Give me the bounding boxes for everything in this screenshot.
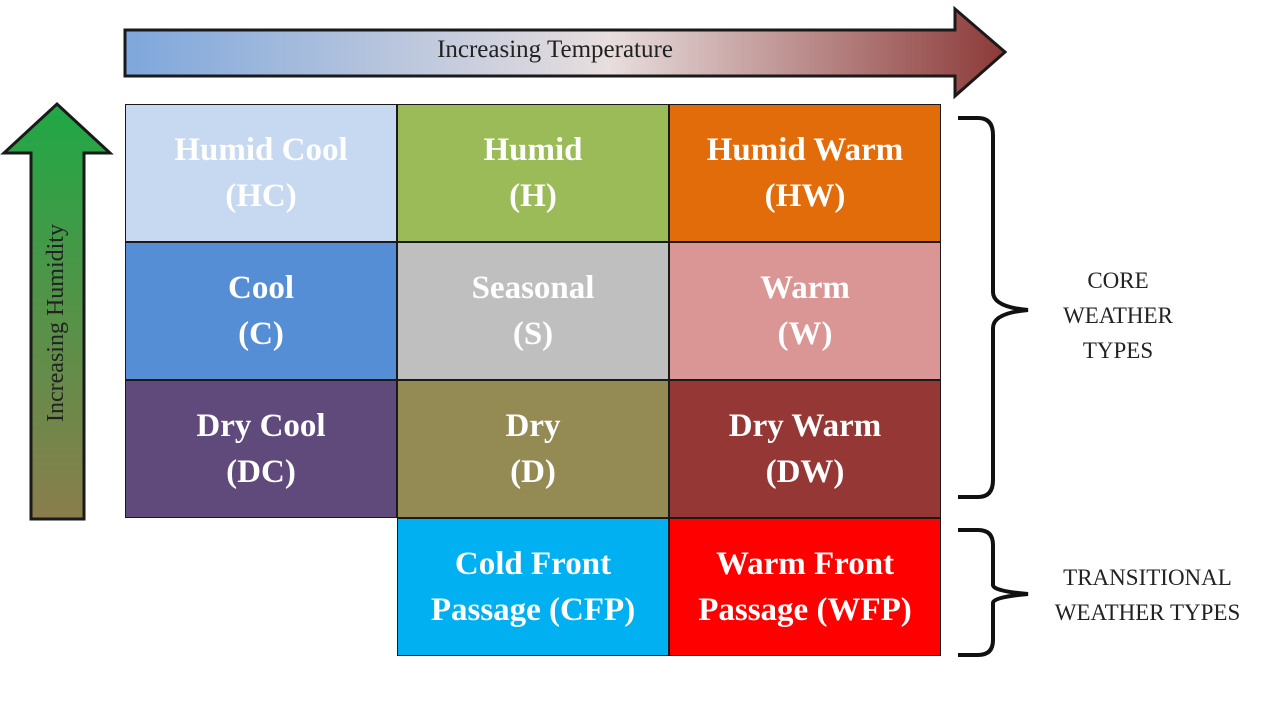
cell-code: (C): [238, 316, 284, 352]
cell-warm: Warm (W): [669, 242, 941, 380]
cell-name: Cold Front: [454, 546, 612, 582]
cell-warm-front-passage: Warm Front Passage (WFP): [669, 518, 941, 656]
cell-seasonal: Seasonal (S): [397, 242, 669, 380]
cell-name: Humid Cool: [174, 132, 348, 168]
cell-humid: Humid (H): [397, 104, 669, 242]
cell-cold-front-passage: Cold Front Passage (CFP): [397, 518, 669, 656]
cell-humid-cool: Humid Cool (HC): [125, 104, 397, 242]
core-label-line1: CORE: [1087, 268, 1149, 293]
cell-name: Dry Warm: [728, 408, 882, 444]
cell-code: (DW): [765, 454, 845, 490]
core-label-line3: TYPES: [1082, 338, 1154, 363]
core-bracket: [958, 116, 1029, 499]
cell-name: Dry Cool: [196, 408, 326, 444]
cell-code: (D): [510, 454, 556, 490]
cell-name: Dry: [505, 408, 561, 444]
cell-code: (HC): [225, 178, 297, 214]
temperature-axis-label: Increasing Temperature: [437, 36, 673, 63]
transitional-bracket: [958, 528, 1029, 657]
transitional-label-line2: WEATHER TYPES: [1054, 600, 1241, 625]
cell-code: (H): [509, 178, 557, 214]
transitional-weather-types-label: TRANSITIONAL WEATHER TYPES: [1025, 560, 1270, 630]
cell-code: (HW): [764, 178, 846, 214]
cell-code: (W): [777, 316, 833, 352]
cell-dry-cool: Dry Cool (DC): [125, 380, 397, 518]
core-weather-types-label: CORE WEATHER TYPES: [1043, 263, 1193, 368]
cell-cool: Cool (C): [125, 242, 397, 380]
humidity-arrow: [0, 101, 114, 521]
cell-code: Passage (CFP): [430, 592, 636, 628]
transitional-label-line1: TRANSITIONAL: [1063, 565, 1232, 590]
cell-code: Passage (WFP): [698, 592, 912, 628]
core-label-line2: WEATHER: [1063, 303, 1173, 328]
cell-dry: Dry (D): [397, 380, 669, 518]
humidity-axis-label: Increasing Humidity: [43, 224, 69, 422]
weather-type-grid: Humid Cool (HC) Humid (H) Humid Warm (HW…: [125, 104, 941, 656]
cell-name: Humid Warm: [706, 132, 904, 168]
cell-name: Humid: [483, 132, 583, 168]
cell-humid-warm: Humid Warm (HW): [669, 104, 941, 242]
cell-name: Warm Front: [715, 546, 895, 582]
cell-dry-warm: Dry Warm (DW): [669, 380, 941, 518]
cell-name: Seasonal: [471, 270, 595, 306]
cell-code: (DC): [226, 454, 296, 490]
cell-code: (S): [512, 316, 554, 352]
cell-name: Warm: [760, 270, 850, 306]
temperature-arrow: [123, 5, 1008, 100]
cell-name: Cool: [228, 270, 294, 306]
